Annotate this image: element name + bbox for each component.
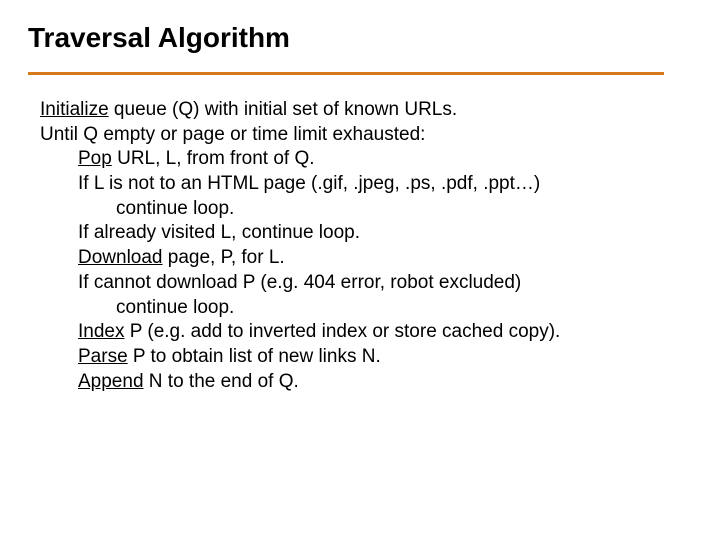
- text: P (e.g. add to inverted index or store c…: [124, 321, 560, 342]
- keyword: Download: [78, 247, 163, 268]
- keyword: Initialize: [40, 99, 109, 120]
- slide: Traversal Algorithm Initialize queue (Q)…: [0, 0, 720, 540]
- keyword: Pop: [78, 148, 112, 169]
- text: N to the end of Q.: [144, 371, 299, 392]
- line: Download page, P, for L.: [78, 246, 680, 271]
- line: Append N to the end of Q.: [78, 370, 680, 395]
- line: Parse P to obtain list of new links N.: [78, 345, 680, 370]
- line: continue loop.: [116, 197, 680, 222]
- text: URL, L, from front of Q.: [112, 148, 315, 169]
- line: Initialize queue (Q) with initial set of…: [40, 98, 680, 123]
- keyword: Index: [78, 321, 124, 342]
- line: Pop URL, L, from front of Q.: [78, 147, 680, 172]
- text: queue (Q) with initial set of known URLs…: [109, 99, 458, 120]
- line: If L is not to an HTML page (.gif, .jpeg…: [78, 172, 680, 197]
- text: page, P, for L.: [163, 247, 285, 268]
- keyword: Parse: [78, 346, 128, 367]
- line: continue loop.: [116, 296, 680, 321]
- line: Until Q empty or page or time limit exha…: [40, 123, 680, 148]
- line: Index P (e.g. add to inverted index or s…: [78, 320, 680, 345]
- slide-title: Traversal Algorithm: [28, 22, 290, 54]
- text: P to obtain list of new links N.: [128, 346, 381, 367]
- line: If already visited L, continue loop.: [78, 221, 680, 246]
- slide-body: Initialize queue (Q) with initial set of…: [40, 98, 680, 394]
- line: If cannot download P (e.g. 404 error, ro…: [78, 271, 680, 296]
- title-divider: [28, 72, 664, 75]
- keyword: Append: [78, 371, 144, 392]
